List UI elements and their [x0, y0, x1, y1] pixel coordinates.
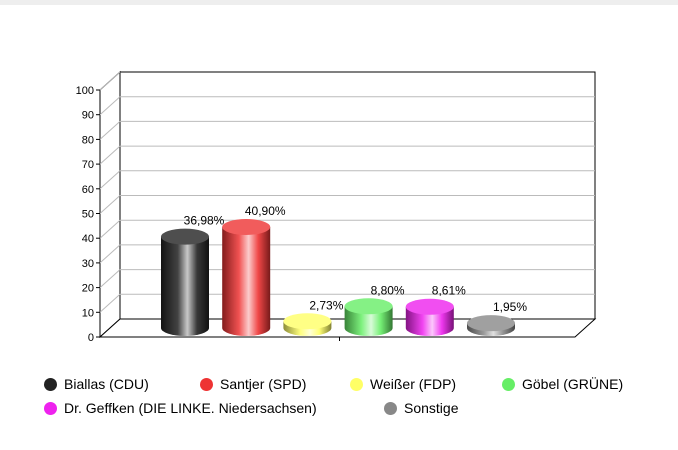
gridline-side — [99, 121, 121, 140]
bar-top — [161, 228, 209, 245]
bar — [161, 228, 209, 336]
y-tick-label: 60 — [82, 184, 94, 196]
y-tick-label: 40 — [82, 233, 94, 245]
gridline-side — [99, 170, 121, 190]
legend-label: Weißer (FDP) — [370, 376, 457, 392]
bar — [467, 315, 515, 336]
legend-label: Biallas (CDU) — [64, 376, 149, 392]
data-label: 8,61% — [432, 284, 466, 298]
top-strip — [0, 0, 678, 5]
y-tick-label: 100 — [76, 85, 94, 97]
legend-item: Sonstige — [384, 400, 458, 416]
y-tick-label: 30 — [82, 258, 94, 270]
legend-label: Sonstige — [404, 400, 459, 416]
data-label: 1,95% — [493, 300, 527, 314]
y-tick-label: 10 — [82, 307, 94, 319]
legend-marker-icon — [350, 377, 363, 391]
gridline-side — [99, 195, 121, 214]
gridline-side — [99, 269, 121, 288]
data-label: 36,98% — [184, 214, 225, 228]
legend-label: Santjer (SPD) — [220, 376, 307, 392]
legend-marker-icon — [502, 377, 515, 391]
bar — [344, 298, 393, 336]
data-label: 40,90% — [245, 204, 286, 218]
gridline-side — [99, 219, 121, 239]
bar-body — [344, 306, 393, 336]
bar-top — [405, 298, 454, 315]
y-tick-label: 80 — [82, 134, 94, 146]
bar-chart: 0 10 20 30 40 50 60 70 80 90 100 36,98% 40,90% 2,73% 8… — [76, 70, 597, 344]
bar-top — [283, 313, 332, 330]
y-tick-label: 50 — [82, 209, 94, 221]
gridline-side — [99, 293, 121, 313]
gridline-side — [99, 244, 121, 264]
legend-label: Göbel (GRÜNE) — [522, 376, 624, 392]
bar-top — [222, 218, 271, 235]
data-label: 8,80% — [371, 283, 405, 297]
bar-body — [405, 306, 454, 336]
legend-marker-icon — [44, 377, 57, 391]
gridline-side — [99, 145, 121, 165]
bar — [283, 313, 332, 336]
bar-top — [467, 315, 515, 332]
bar-body — [222, 226, 271, 336]
legend-item: Biallas (CDU) — [44, 376, 149, 392]
bar — [405, 298, 454, 336]
y-tick-label: 70 — [82, 159, 94, 171]
gridline-side — [99, 96, 121, 116]
bar-body — [161, 236, 209, 336]
legend-item: Santjer (SPD) — [200, 376, 306, 392]
legend-item: Göbel (GRÜNE) — [502, 376, 623, 392]
data-label: 2,73% — [309, 298, 343, 312]
legend-label: Dr. Geffken (DIE LINKE. Niedersachsen) — [64, 400, 317, 416]
bar — [222, 218, 271, 336]
legend-item: Weißer (FDP) — [350, 376, 456, 392]
legend-marker-icon — [200, 377, 213, 391]
legend-item: Dr. Geffken (DIE LINKE. Niedersachsen) — [44, 400, 317, 416]
legend-marker-icon — [384, 401, 397, 415]
bar-top — [344, 298, 393, 315]
legend-marker-icon — [44, 401, 57, 415]
y-tick-label: 20 — [82, 283, 94, 295]
y-tick-label: 90 — [82, 110, 94, 122]
gridline-side — [99, 71, 121, 91]
y-tick-label: 0 — [88, 332, 94, 344]
